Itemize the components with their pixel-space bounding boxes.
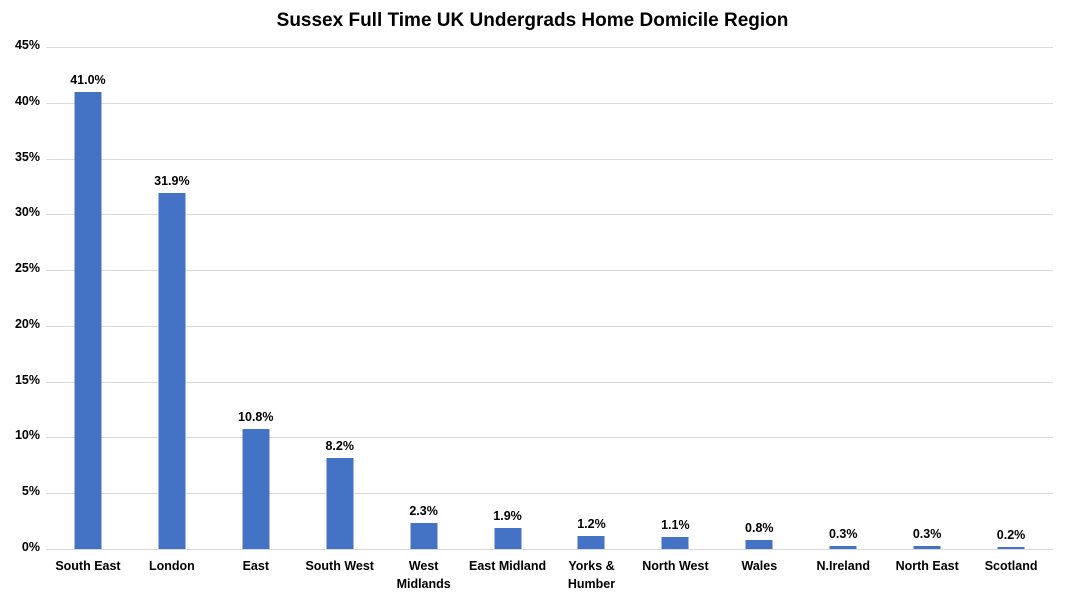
gridline — [46, 158, 1053, 160]
plot-area: 41.0% 31.9% 10.8% 8.2% 2.3% 1.9% 1.2% 1.1% 0.8% 0… — [46, 47, 1053, 550]
y-axis-tick-label: 5% — [21, 484, 40, 499]
y-axis-tick-label: 20% — [14, 316, 40, 331]
gridline — [46, 214, 1053, 216]
y-axis-tick-label: 15% — [14, 372, 40, 387]
y-axis-tick-label: 0% — [21, 540, 40, 554]
gridline — [46, 437, 1053, 439]
bar — [242, 429, 270, 549]
gridline — [46, 102, 1053, 104]
bar-value-label: 1.1% — [661, 518, 690, 532]
bar-value-label: 0.3% — [828, 527, 858, 541]
bar-slot: 0.2% — [969, 47, 1053, 549]
bar-slot: 31.9% — [130, 47, 214, 549]
bar-slot: 2.3% — [382, 47, 466, 549]
y-axis-tick-label: 45% — [14, 38, 40, 52]
y-axis-tick-label: 10% — [14, 428, 40, 443]
gridline — [46, 381, 1053, 383]
bar — [745, 540, 773, 549]
bar-slot: 8.2% — [298, 47, 382, 549]
bar-value-label: 8.2% — [325, 439, 354, 453]
bar — [913, 546, 941, 549]
x-axis-category-label: N.Ireland — [816, 559, 871, 573]
bar-slot: 0.3% — [885, 47, 969, 549]
bar-value-label: 10.8% — [238, 410, 274, 424]
x-axis-category-label: London — [148, 559, 195, 573]
x-axis-category-label: Wales — [741, 559, 778, 573]
x-axis-category-label: South West — [305, 559, 374, 573]
bar-value-label: 0.3% — [912, 527, 942, 541]
chart-title: Sussex Full Time UK Undergrads Home Domi… — [276, 10, 789, 31]
bar-slot: 0.8% — [717, 47, 801, 549]
gridline — [46, 270, 1053, 272]
gridline — [46, 47, 1053, 48]
bar-value-label: 41.0% — [70, 73, 106, 87]
bar — [661, 537, 689, 549]
bar-slot: 10.8% — [214, 47, 298, 549]
y-axis-tick-label: 35% — [14, 149, 40, 164]
bar-slot: 1.1% — [633, 47, 717, 549]
x-axis-category-label: East Midland — [469, 559, 547, 573]
bar — [494, 528, 522, 549]
bar — [829, 546, 857, 549]
x-axis-category-label: South East — [55, 559, 121, 573]
bar — [326, 458, 354, 549]
y-axis-tick-label: 30% — [14, 205, 40, 220]
bar-value-label: 1.9% — [493, 509, 522, 523]
x-axis-category-label: East — [242, 559, 269, 573]
bar-value-label: 2.3% — [409, 504, 438, 518]
y-axis: 0% 5% 10% 15% 20% 25% 30% 35% 40% 45% — [0, 0, 40, 600]
bar-slot: 0.3% — [801, 47, 885, 549]
bar — [577, 536, 605, 549]
bar — [74, 92, 102, 549]
x-axis-category-label: North East — [895, 559, 959, 573]
bar-value-label: 0.8% — [745, 521, 774, 535]
bar-slot: 1.2% — [550, 47, 634, 549]
gridline — [46, 549, 1053, 550]
x-axis: South East London East South West West Midla… — [46, 557, 1053, 593]
bar-value-label: 0.2% — [996, 528, 1026, 542]
bar-slot: 41.0% — [46, 47, 130, 549]
bar-value-label: 1.2% — [577, 517, 606, 531]
x-axis-category-label: West Midlands — [396, 559, 451, 592]
y-axis-tick-label: 40% — [14, 93, 40, 108]
x-axis-category-label: Scotland — [984, 559, 1038, 573]
bar — [410, 523, 438, 549]
x-axis-category-label: North West — [642, 559, 709, 573]
gridline — [46, 493, 1053, 495]
x-axis-category-label: Yorks & Humber — [567, 559, 616, 592]
bar — [158, 193, 186, 549]
bar-value-label: 31.9% — [154, 174, 190, 188]
bar-slot: 1.9% — [466, 47, 550, 549]
bar — [997, 547, 1025, 549]
gridline — [46, 325, 1053, 327]
y-axis-tick-label: 25% — [14, 261, 40, 276]
